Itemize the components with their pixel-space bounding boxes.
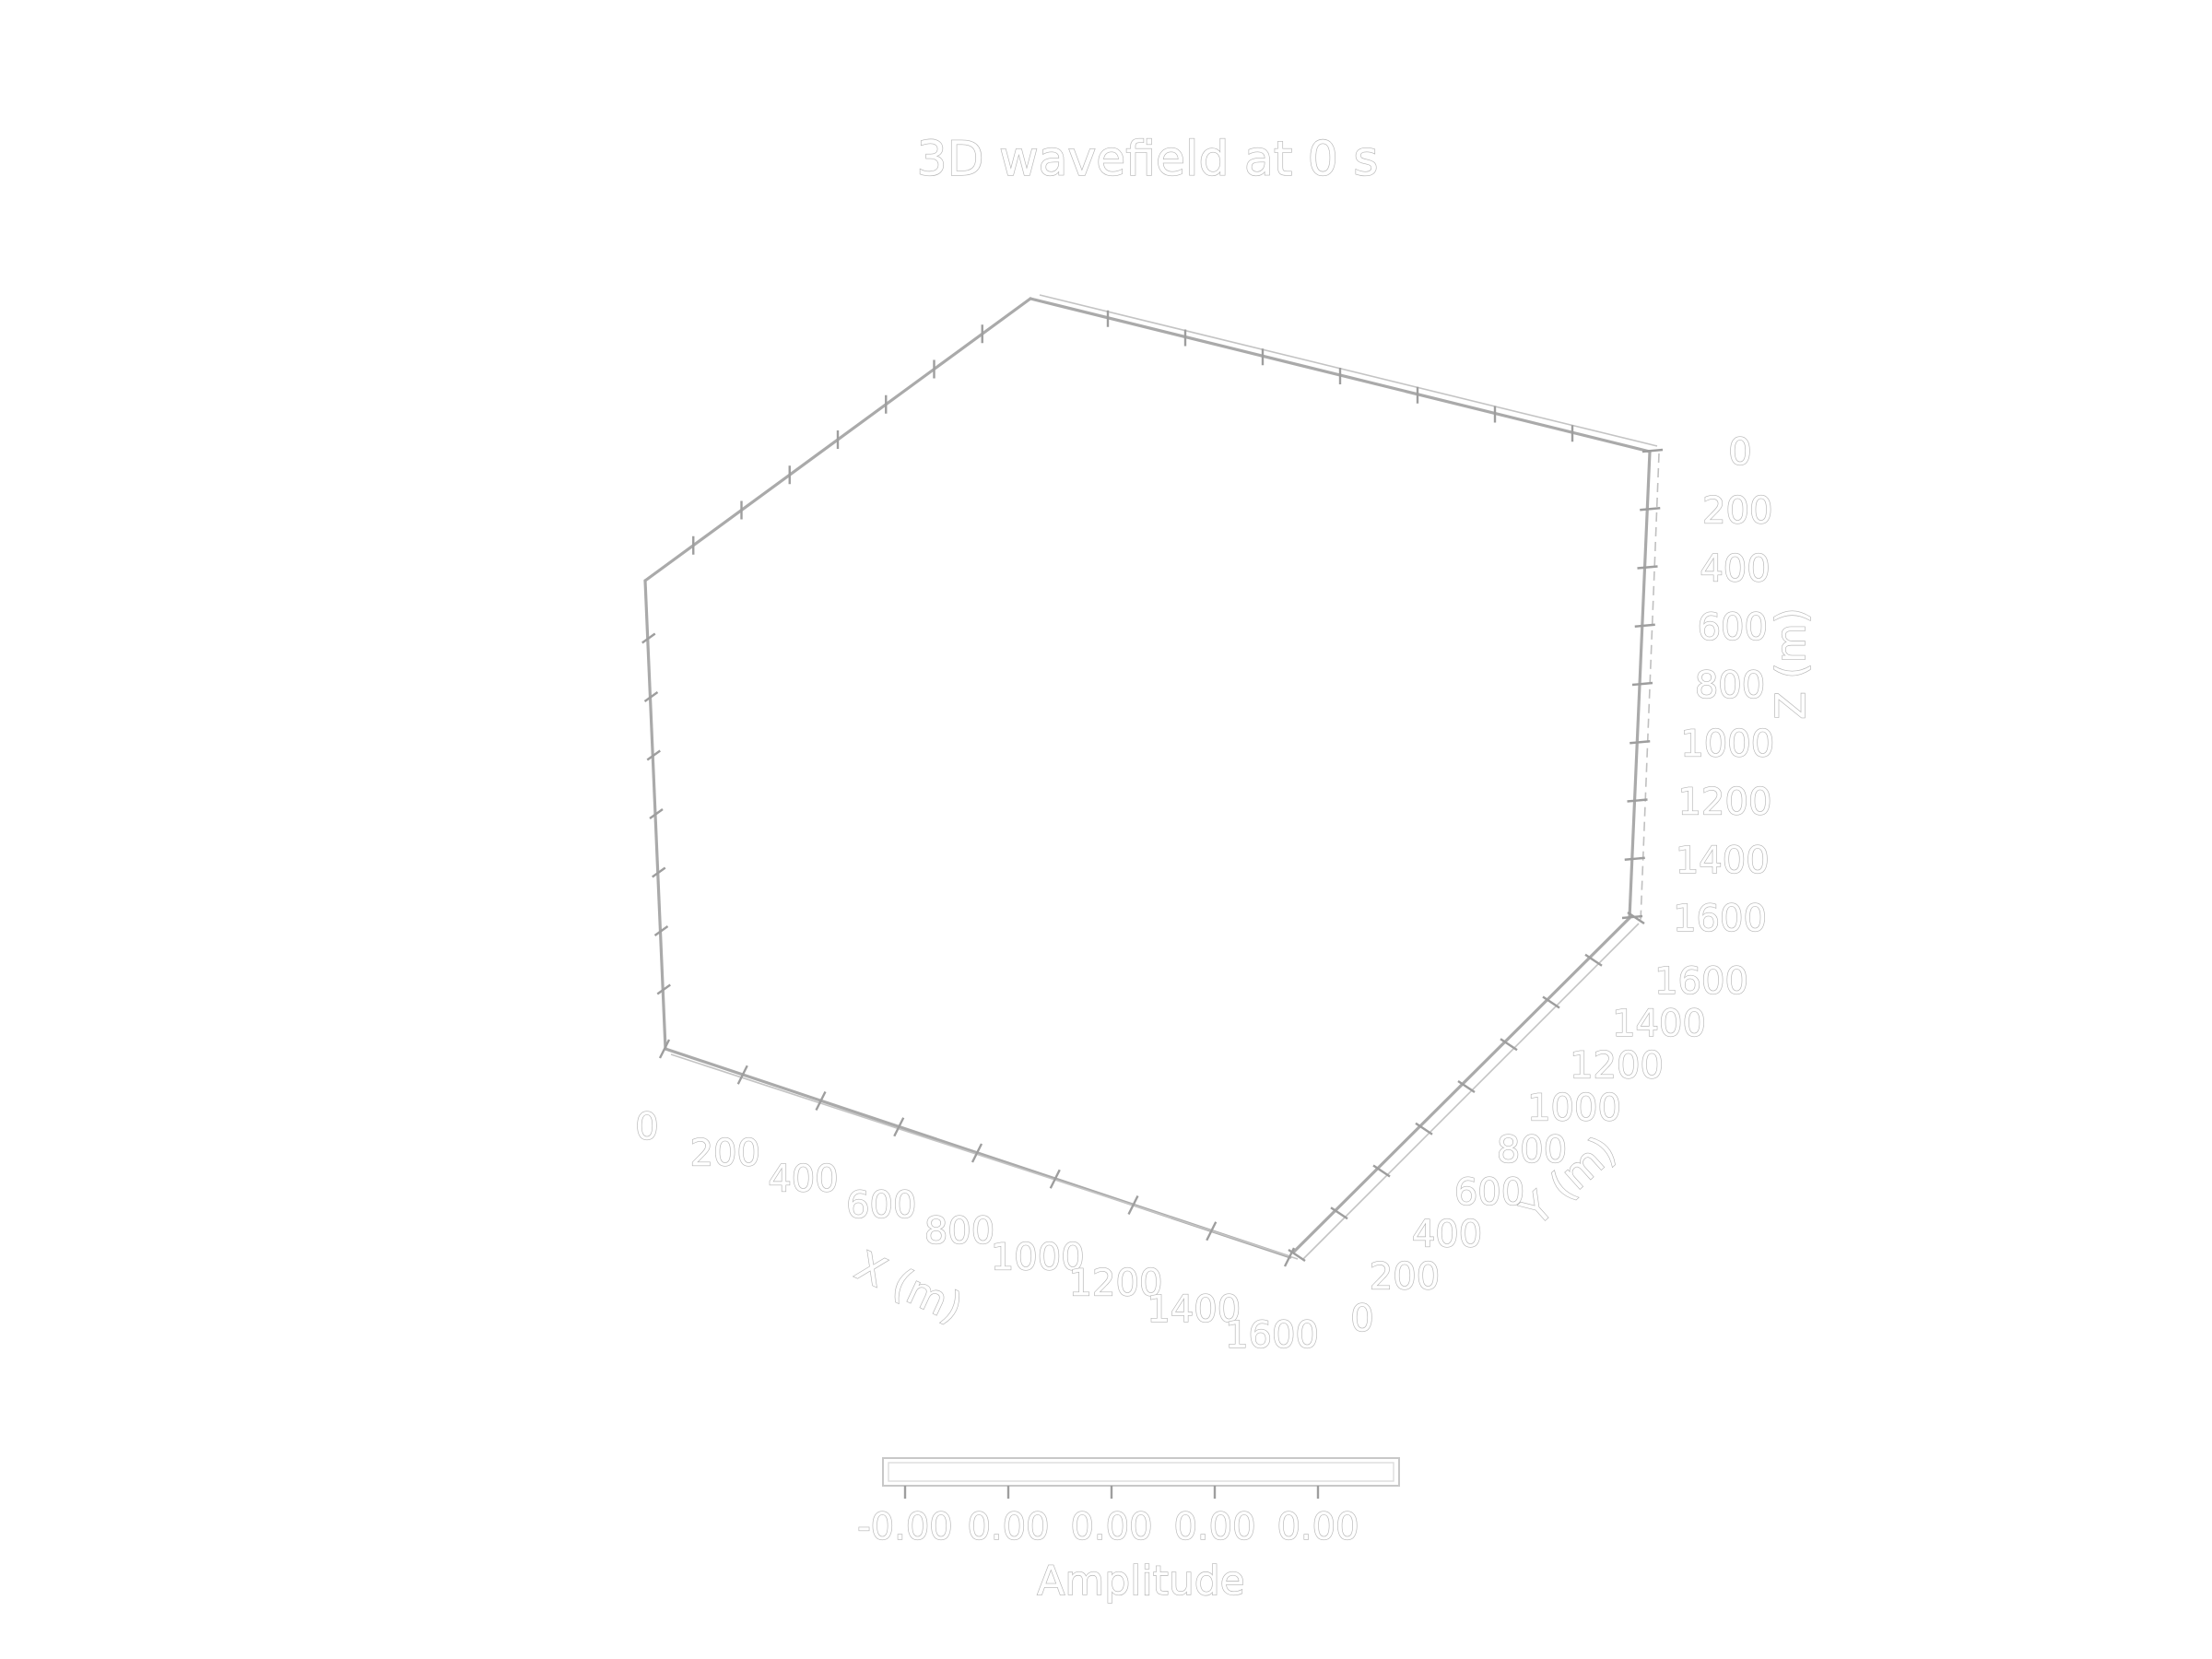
x-tick-mark xyxy=(736,1065,748,1085)
x-tick-mark xyxy=(1049,1169,1061,1189)
box-edge-y-axis-inner xyxy=(1302,923,1640,1260)
z-tick-mark xyxy=(1634,623,1655,628)
y-tick-mark xyxy=(1372,1164,1391,1178)
y-tick-label: 800 xyxy=(1497,1129,1567,1171)
x-tick-mark xyxy=(658,1039,671,1059)
z-tick-label: 0 xyxy=(1728,431,1751,474)
y-tick-label: 600 xyxy=(1454,1171,1524,1214)
x-tick-label: 1400 xyxy=(1147,1288,1241,1331)
colorbar: -0.00 0.00 0.00 0.00 0.00 Amplitude xyxy=(857,1457,1400,1606)
z-tick-mark xyxy=(1621,914,1643,920)
x-axis-label: X (m) xyxy=(848,1242,970,1332)
box-tick-left-2 xyxy=(653,925,669,936)
x-tick-mark xyxy=(1206,1221,1218,1241)
z-tick-label: 1200 xyxy=(1678,782,1772,824)
x-tick-label: 400 xyxy=(768,1159,838,1201)
y-tick-label: 1200 xyxy=(1570,1045,1664,1088)
x-tick-label: 800 xyxy=(924,1210,994,1253)
y-tick-label: 1600 xyxy=(1654,960,1748,1003)
box-tick-left-1 xyxy=(656,983,671,995)
z-tick-label: 800 xyxy=(1695,665,1765,707)
z-axis: 0 200 400 600 800 1000 1200 1400 1600 xyxy=(1621,430,1775,941)
z-tick-mark xyxy=(1624,856,1645,861)
y-tick-label: 1400 xyxy=(1612,1003,1706,1045)
box-tick-left-7 xyxy=(641,632,656,644)
box-edge-right-vertical-back xyxy=(1640,453,1660,923)
z-tick-mark xyxy=(1641,448,1664,453)
chart-title: 3D wavefield at 0 s xyxy=(916,132,1378,187)
axes-box-edges xyxy=(641,294,1660,1260)
z-tick-mark xyxy=(1637,565,1658,570)
x-tick-label: 600 xyxy=(846,1184,916,1227)
colorbar-inner xyxy=(888,1462,1394,1482)
colorbar-ticks: -0.00 0.00 0.00 0.00 0.00 xyxy=(857,1486,1359,1549)
y-tick-mark xyxy=(1627,912,1645,924)
z-tick-mark xyxy=(1627,798,1648,803)
x-tick-mark xyxy=(971,1143,983,1163)
box-edge-x-axis-inner xyxy=(670,1053,1299,1260)
x-tick-label: 0 xyxy=(635,1106,658,1148)
z-tick-label: 1000 xyxy=(1680,723,1774,765)
y-tick-mark xyxy=(1415,1122,1433,1135)
y-tick-mark xyxy=(1288,1249,1306,1262)
y-tick-label: 1000 xyxy=(1527,1087,1621,1129)
y-tick-mark xyxy=(1457,1080,1476,1093)
y-tick-label: 0 xyxy=(1350,1298,1373,1340)
colorbar-tick-label: 0.00 xyxy=(1277,1506,1359,1548)
y-tick-mark xyxy=(1330,1206,1348,1220)
z-tick-mark xyxy=(1640,507,1661,512)
colorbar-label: Amplitude xyxy=(1037,1558,1244,1605)
x-tick-label: 200 xyxy=(690,1132,760,1174)
box-tick-left-3 xyxy=(652,866,666,878)
colorbar-tick-label: 0.00 xyxy=(967,1506,1049,1548)
z-tick-label: 400 xyxy=(1700,548,1770,591)
z-tick-label: 1600 xyxy=(1673,898,1767,940)
box-tick-left-6 xyxy=(643,691,659,702)
colorbar-tick-label: 0.00 xyxy=(1173,1506,1255,1548)
z-tick-label: 1400 xyxy=(1676,840,1770,882)
z-tick-label: 200 xyxy=(1702,489,1772,532)
x-tick-label: 1000 xyxy=(991,1236,1085,1278)
z-tick-label: 600 xyxy=(1698,606,1768,649)
colorbar-tick-label: -0.00 xyxy=(857,1506,953,1548)
y-tick-mark xyxy=(1542,995,1560,1009)
x-tick-label: 1200 xyxy=(1069,1263,1163,1305)
x-tick-mark xyxy=(815,1090,827,1112)
x-tick-label: 1600 xyxy=(1225,1314,1319,1357)
z-axis-label: Z (m) xyxy=(1768,607,1815,719)
y-tick-label: 400 xyxy=(1412,1214,1482,1256)
x-tick-mark xyxy=(1283,1247,1296,1267)
box-tick-left-4 xyxy=(649,808,664,819)
y-tick-label: 200 xyxy=(1370,1255,1440,1298)
y-tick-mark xyxy=(1584,953,1603,967)
colorbar-tick-label: 0.00 xyxy=(1070,1506,1152,1548)
box-tick-left-5 xyxy=(646,749,661,761)
x-tick-mark xyxy=(893,1117,905,1137)
z-tick-mark xyxy=(1631,681,1653,687)
z-tick-mark xyxy=(1630,740,1651,745)
box-edge-top-right-back xyxy=(1039,294,1658,447)
x-tick-mark xyxy=(1127,1194,1139,1216)
y-tick-mark xyxy=(1500,1038,1518,1052)
